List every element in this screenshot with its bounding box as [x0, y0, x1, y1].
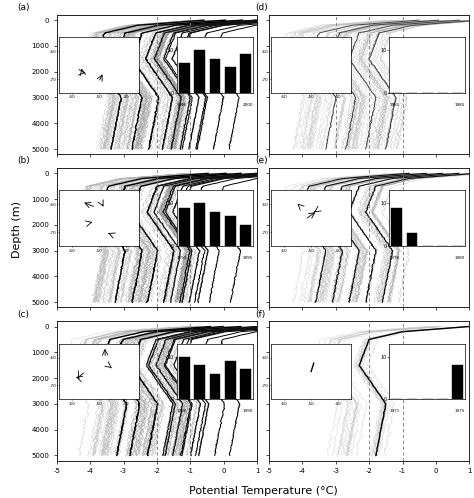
Text: (f): (f)	[255, 310, 265, 319]
Text: (e): (e)	[255, 156, 268, 165]
Text: Depth (m): Depth (m)	[11, 201, 22, 257]
Text: (b): (b)	[17, 156, 29, 165]
Text: (c): (c)	[17, 310, 29, 319]
Text: (d): (d)	[255, 3, 268, 12]
Text: Potential Temperature (°C): Potential Temperature (°C)	[189, 486, 337, 496]
Text: (a): (a)	[17, 3, 29, 12]
